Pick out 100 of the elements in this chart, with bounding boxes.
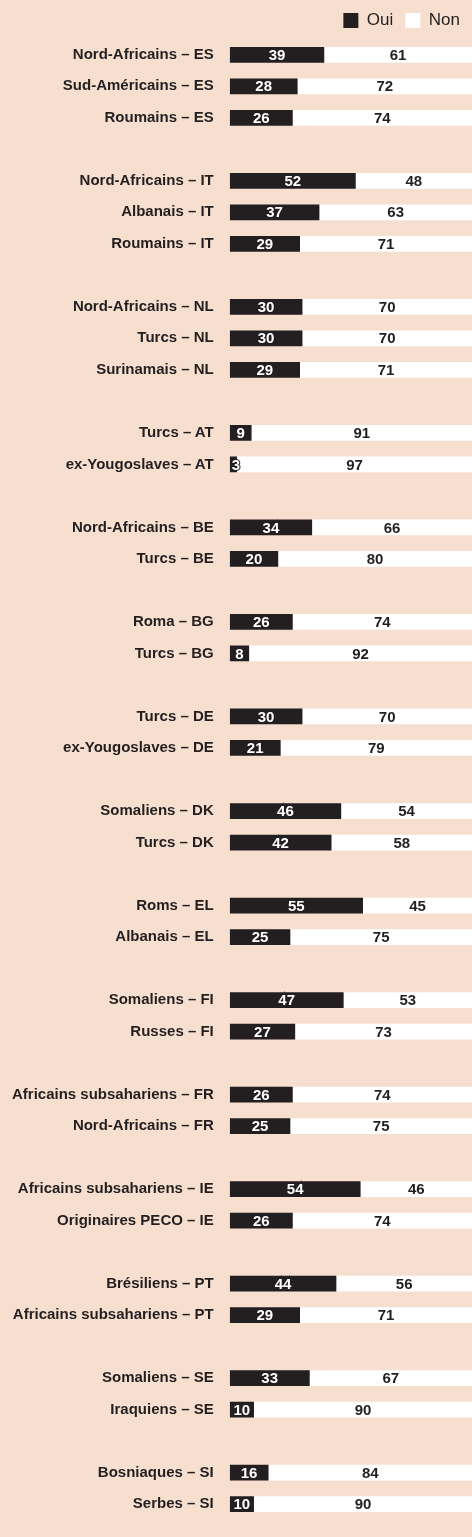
data-label: 55 (288, 896, 305, 914)
data-label: 75 (372, 928, 390, 946)
bar (229, 172, 356, 189)
data-label: 53 (399, 991, 417, 1009)
bar (299, 235, 472, 252)
legend-label: Oui (366, 10, 394, 30)
y-tick-label: Nord-Africains – BE (72, 517, 214, 535)
y-tick-label: Nord-Africains – NL (72, 296, 214, 314)
bar (302, 330, 472, 347)
bar (229, 1275, 337, 1292)
bar (292, 1086, 472, 1103)
y-tick-label: Somaliens – DK (100, 801, 214, 819)
data-label: 74 (374, 613, 392, 631)
data-label: 26 (252, 108, 270, 126)
data-label: 74 (374, 1085, 392, 1103)
bar (324, 46, 472, 63)
data-label: 48 (405, 171, 423, 189)
y-tick-label: Turcs – AT (138, 423, 214, 441)
data-label: 74 (374, 108, 392, 126)
data-label: 29 (256, 1306, 274, 1324)
data-label: 74 (374, 1211, 392, 1229)
bar (229, 803, 342, 819)
data-label: 20 (245, 550, 263, 568)
data-label: 44 (274, 1274, 293, 1292)
data-label: 84 (361, 1463, 380, 1481)
y-tick-label: Iraquiens – SE (110, 1399, 214, 1417)
y-tick-label: Africains subsahariens – IE (17, 1179, 214, 1197)
data-label: 71 (377, 1306, 395, 1324)
data-label: 27 (254, 1022, 271, 1040)
y-tick-label: Brésiliens – PT (106, 1273, 214, 1291)
bar (309, 1370, 472, 1387)
bar (355, 172, 472, 189)
y-tick-label: Roumains – ES (104, 107, 214, 125)
y-tick-label: Russes – FI (130, 1021, 214, 1039)
y-tick-label: Albanais – EL (115, 927, 214, 945)
bar (249, 645, 472, 662)
data-label: 10 (233, 1495, 251, 1513)
bar (319, 204, 472, 221)
y-tick-label: ex-Yougoslaves – DE (63, 738, 214, 756)
data-label: 71 (377, 361, 395, 378)
y-tick-label: Serbes – SI (132, 1494, 214, 1512)
y-tick-label: Bosniaques – SI (97, 1462, 214, 1480)
bar (292, 109, 472, 126)
y-tick-label: Turcs – NL (137, 328, 214, 346)
data-label: 80 (366, 550, 384, 568)
data-label: 79 (367, 739, 385, 757)
data-label: 29 (256, 361, 274, 378)
bar (299, 1307, 472, 1324)
y-tick-label: Albanais – IT (121, 202, 214, 220)
data-label: 54 (398, 802, 416, 820)
data-label: 30 (257, 707, 275, 725)
bar (295, 1023, 472, 1040)
y-tick-label: Nord-Africains – ES (72, 44, 214, 62)
data-label: 97 (346, 455, 363, 473)
data-label: 25 (251, 928, 269, 946)
bar (360, 1181, 472, 1198)
data-label: 58 (393, 833, 411, 851)
data-label: 39 (268, 45, 286, 63)
data-label: 25 (251, 1117, 269, 1135)
data-label: 91 (353, 424, 371, 442)
bar (253, 1401, 472, 1418)
data-label: 45 (409, 896, 426, 914)
bar (302, 708, 472, 725)
bar (292, 614, 472, 630)
data-label: 67 (382, 1369, 400, 1387)
y-tick-label: Turcs – DK (135, 832, 214, 850)
y-tick-label: Africains subsahariens – PT (12, 1305, 214, 1323)
y-tick-label: Africains subsahariens – FR (11, 1084, 214, 1102)
y-tick-label: Roumains – IT (111, 233, 214, 251)
data-label: 75 (372, 1117, 390, 1135)
y-tick-label: Turcs – DE (136, 706, 214, 724)
data-label: 47 (278, 991, 296, 1009)
y-tick-label: Turcs – BG (134, 643, 214, 661)
bar (302, 298, 472, 315)
bar (251, 425, 472, 441)
bar (290, 929, 472, 945)
data-label: 10 (233, 1400, 251, 1418)
data-label: 61 (389, 45, 407, 63)
y-tick-label: Nord-Africains – IT (79, 170, 214, 188)
data-label: 54 (286, 1180, 305, 1198)
data-label: 92 (352, 644, 369, 662)
data-label: 37 (266, 203, 283, 221)
y-tick-label: Surinamais – NL (96, 360, 214, 377)
data-label: 29 (256, 234, 274, 252)
y-tick-label: Somaliens – FI (108, 990, 214, 1008)
data-label: 90 (354, 1495, 372, 1513)
data-label: 26 (252, 1085, 270, 1103)
y-tick-label: ex-Yougoslaves – AT (65, 454, 214, 472)
data-label: 66 (383, 518, 401, 536)
y-tick-label: Originaires PECO – IE (57, 1210, 214, 1228)
bar (253, 1496, 472, 1513)
data-label: 30 (257, 297, 275, 315)
bar (229, 992, 344, 1008)
bar (297, 78, 472, 95)
y-tick-label: Roms – EL (136, 895, 214, 913)
data-label: 46 (277, 802, 294, 820)
bar (341, 803, 472, 819)
y-tick-label: Roma – BG (132, 612, 214, 630)
bar (312, 519, 472, 536)
data-label: 8 (235, 644, 244, 662)
